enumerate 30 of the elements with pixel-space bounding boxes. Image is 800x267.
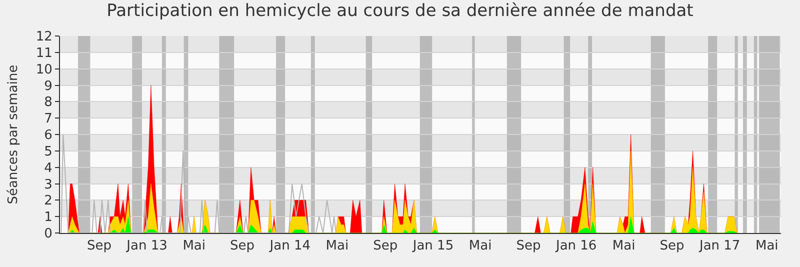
x-tick-label: Jan 16 [554,238,597,254]
y-axis-title: Séances par semaine [6,64,21,204]
y-tick-label: 12 [36,30,52,45]
x-tick-label: Mai [182,238,206,254]
y-tick-label: 2 [44,194,52,209]
x-tick-label: Mai [612,238,636,254]
y-tick-label: 11 [36,46,52,61]
y-tick-label: 10 [36,62,52,78]
y-tick-label: 5 [44,144,52,160]
x-tick-label: Sep [230,238,255,254]
x-tick-label: Jan 15 [412,238,454,254]
x-tick-label: Sep [516,238,541,254]
x-tick-label: Jan 13 [126,238,168,254]
x-tick-label: Sep [86,238,112,254]
y-tick-label: 1 [44,210,52,226]
x-tick-label: Mai [326,238,349,254]
y-tick-label: 7 [44,112,52,127]
x-tick-label: Sep [660,238,684,254]
x-tick-label: Sep [373,238,398,254]
y-tick-label: 9 [44,78,52,94]
x-tick-label: Mai [468,238,492,254]
chart-title: Participation en hemicycle au cours de sa dernière année de mandat [106,0,694,21]
y-tick-label: 3 [44,177,52,192]
y-tick-label: 0 [44,226,52,242]
x-tick-label: Jan 14 [268,238,310,254]
y-tick-label: 4 [44,160,52,176]
x-tick-label: Mai [755,238,778,254]
x-tick-label: Jan 17 [698,238,740,254]
y-tick-label: 6 [44,128,52,144]
y-tick-label: 8 [44,95,52,110]
